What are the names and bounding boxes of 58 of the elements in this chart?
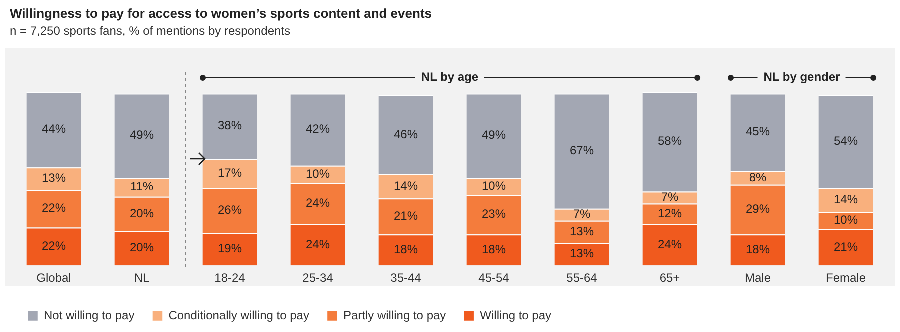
legend-label: Not willing to pay bbox=[44, 308, 135, 322]
data-label: 22% bbox=[42, 201, 66, 216]
data-label: 13% bbox=[570, 224, 594, 238]
data-label: 46% bbox=[394, 127, 418, 142]
data-label: 42% bbox=[306, 122, 330, 136]
chart-subtitle: n = 7,250 sports fans, % of mentions by respondents bbox=[10, 24, 290, 38]
x-tick-label: NL bbox=[134, 271, 150, 286]
data-label: 23% bbox=[482, 207, 506, 222]
data-label: 7% bbox=[661, 190, 679, 204]
x-tick-label: Male bbox=[744, 271, 772, 286]
chart-title: Willingness to pay for access to women’s sports content and events bbox=[10, 6, 432, 21]
data-label: 54% bbox=[834, 134, 858, 148]
data-label: 21% bbox=[394, 208, 418, 223]
data-label: 24% bbox=[306, 196, 330, 210]
data-label: 67% bbox=[570, 144, 594, 158]
x-tick-label: 35-44 bbox=[390, 271, 422, 286]
data-label: 26% bbox=[218, 202, 242, 217]
data-label: 45% bbox=[746, 124, 770, 139]
data-label: 13% bbox=[570, 246, 594, 261]
data-label: 10% bbox=[306, 166, 330, 181]
data-label: 18% bbox=[482, 242, 506, 256]
data-label: 11% bbox=[130, 180, 154, 194]
data-label: 44% bbox=[42, 122, 66, 136]
legend-label: Conditionally willing to pay bbox=[168, 308, 310, 322]
data-label: 8% bbox=[749, 170, 767, 184]
x-tick-label: 25-34 bbox=[302, 271, 334, 286]
data-label: 13% bbox=[42, 171, 66, 186]
data-label: 14% bbox=[394, 178, 418, 193]
data-label: 19% bbox=[218, 242, 242, 256]
data-label: 49% bbox=[482, 128, 506, 142]
data-label: 12% bbox=[658, 206, 682, 220]
x-tick-label: Global bbox=[36, 271, 72, 286]
x-tick-label: 45-54 bbox=[478, 271, 510, 286]
text: NL by gender bbox=[758, 70, 846, 84]
data-label: 24% bbox=[306, 237, 330, 252]
data-label: 14% bbox=[834, 192, 858, 207]
x-tick-label: Female bbox=[826, 271, 866, 286]
data-label: 17% bbox=[218, 166, 242, 180]
data-label: 49% bbox=[130, 128, 154, 142]
data-label: 7% bbox=[573, 207, 591, 222]
data-label: 58% bbox=[658, 134, 682, 148]
data-label: 20% bbox=[130, 206, 154, 220]
data-label: 21% bbox=[834, 240, 858, 254]
data-label: 18% bbox=[746, 242, 770, 256]
data-label: 22% bbox=[42, 239, 66, 254]
legend-label: Partly willing to pay bbox=[343, 308, 446, 322]
data-label: 29% bbox=[746, 202, 770, 216]
x-tick-label: 18-24 bbox=[214, 271, 246, 286]
data-label: 38% bbox=[218, 118, 242, 133]
text: NL by age bbox=[415, 70, 485, 84]
legend-label: Willing to pay bbox=[480, 308, 552, 322]
x-tick-label: 65+ bbox=[660, 271, 680, 286]
x-tick-label: 55-64 bbox=[566, 271, 598, 286]
data-label: 24% bbox=[658, 237, 682, 252]
data-label: 10% bbox=[834, 213, 858, 228]
data-label: 10% bbox=[482, 178, 506, 193]
data-label: 20% bbox=[130, 240, 154, 255]
data-label: 18% bbox=[394, 242, 418, 256]
